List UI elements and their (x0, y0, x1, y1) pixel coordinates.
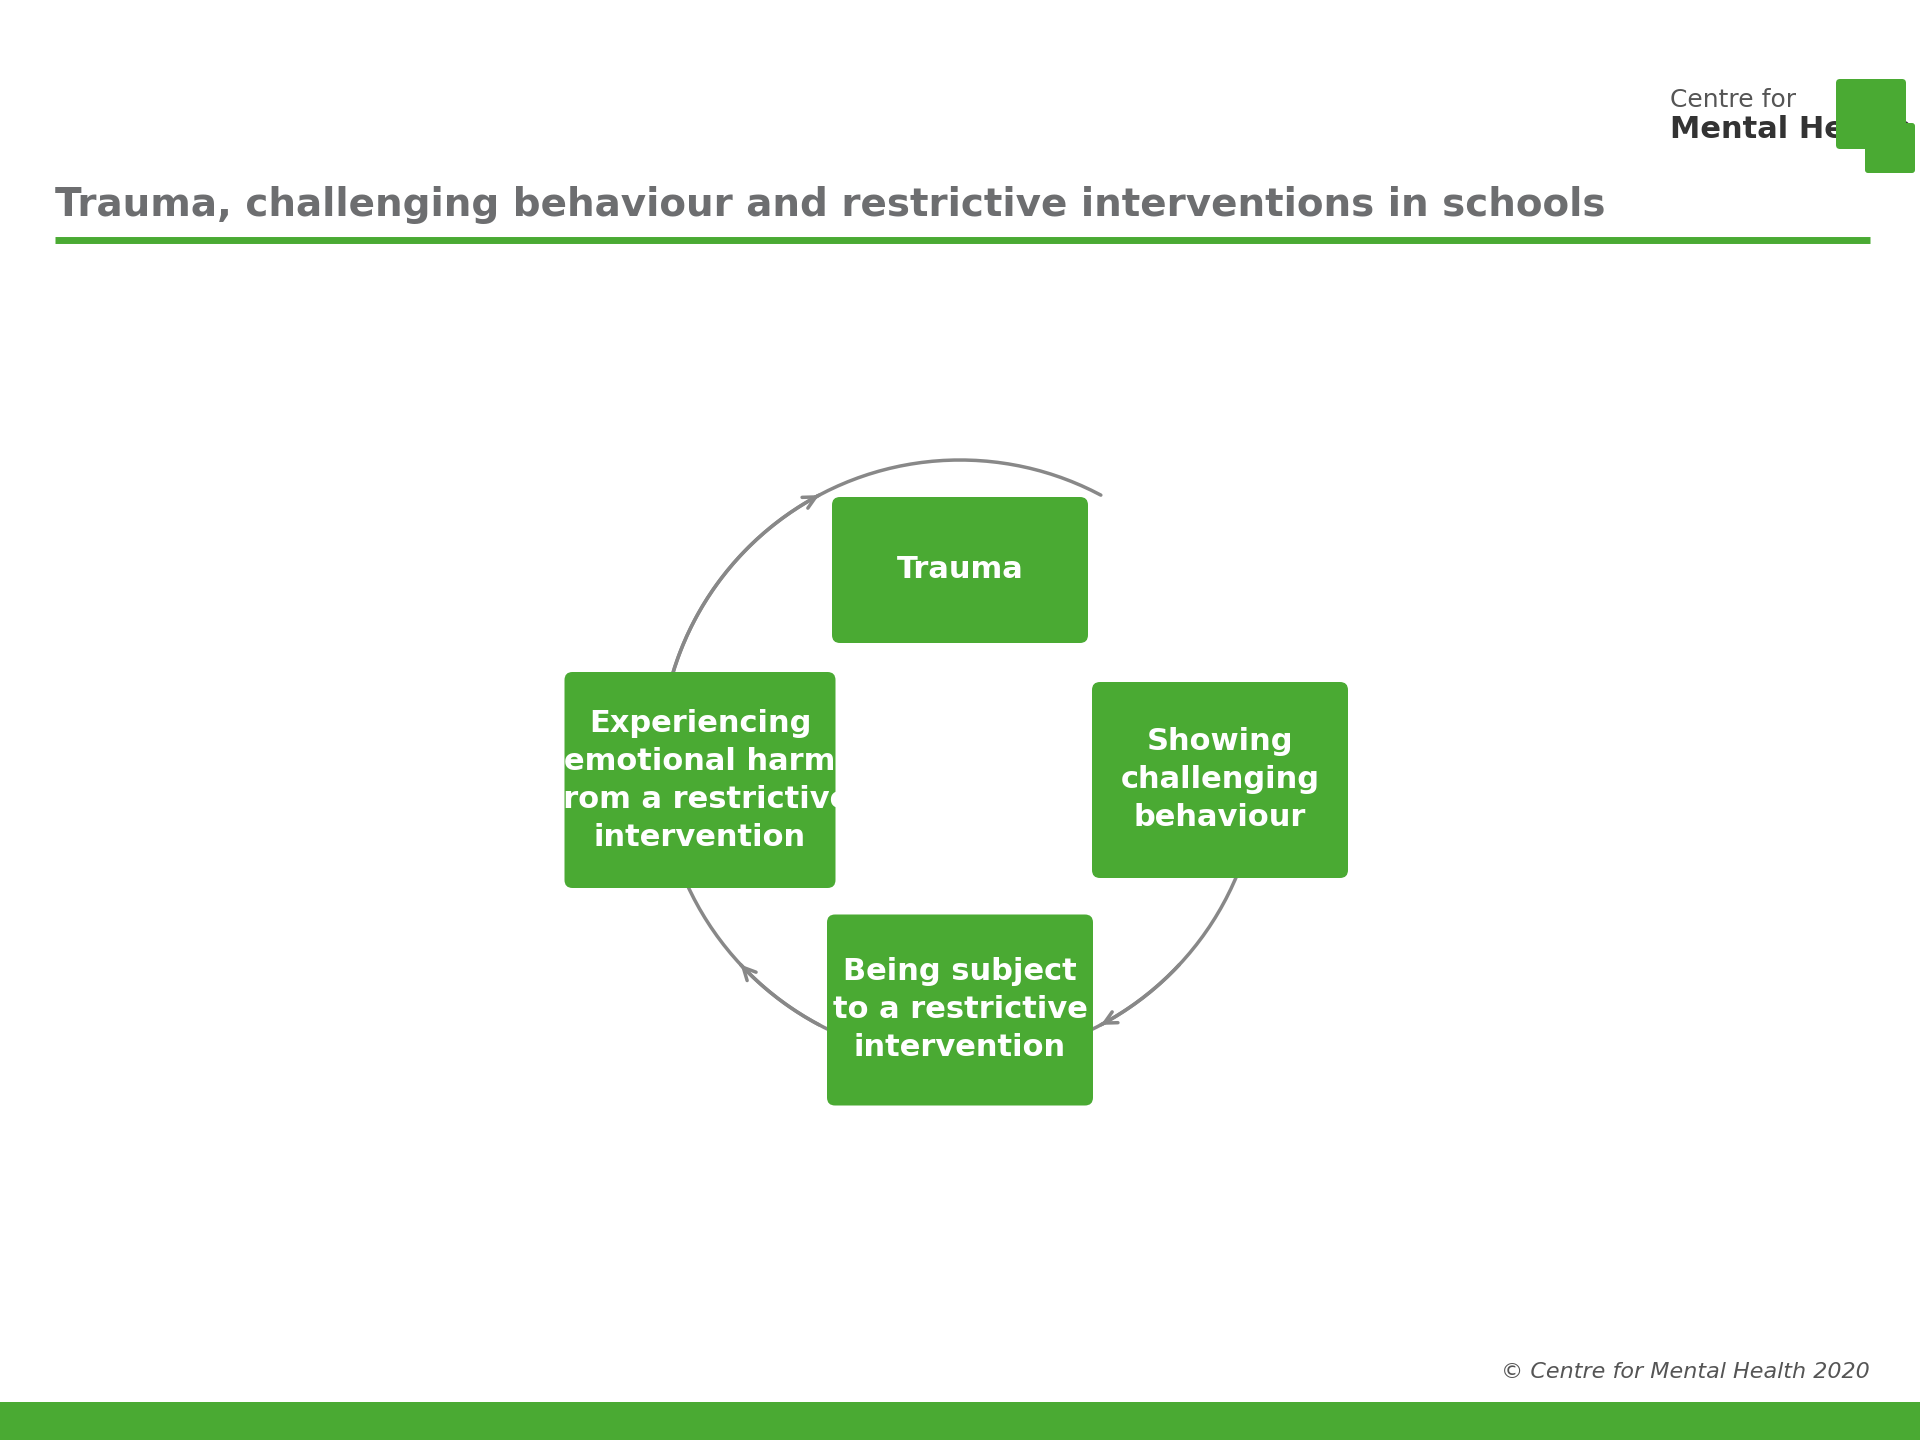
Text: © Centre for Mental Health 2020: © Centre for Mental Health 2020 (1501, 1362, 1870, 1382)
Text: Being subject: Being subject (843, 958, 1077, 986)
FancyBboxPatch shape (1836, 79, 1907, 148)
Text: to a restrictive: to a restrictive (833, 995, 1087, 1024)
Text: Trauma, challenging behaviour and restrictive interventions in schools: Trauma, challenging behaviour and restri… (56, 186, 1605, 225)
Text: Mental Health: Mental Health (1670, 115, 1912, 144)
FancyBboxPatch shape (1092, 683, 1348, 878)
Text: intervention: intervention (854, 1034, 1066, 1063)
Text: intervention: intervention (593, 822, 806, 851)
Text: emotional harm: emotional harm (564, 746, 835, 776)
Text: challenging: challenging (1121, 766, 1319, 795)
FancyBboxPatch shape (0, 1403, 1920, 1440)
FancyBboxPatch shape (564, 672, 835, 888)
FancyBboxPatch shape (828, 914, 1092, 1106)
Text: Showing: Showing (1146, 727, 1294, 756)
Text: behaviour: behaviour (1135, 804, 1306, 832)
Text: Centre for: Centre for (1670, 88, 1795, 112)
Text: from a restrictive: from a restrictive (549, 785, 851, 814)
Text: Experiencing: Experiencing (589, 708, 810, 737)
Text: Trauma: Trauma (897, 556, 1023, 585)
FancyBboxPatch shape (831, 497, 1089, 644)
FancyBboxPatch shape (1864, 122, 1914, 173)
